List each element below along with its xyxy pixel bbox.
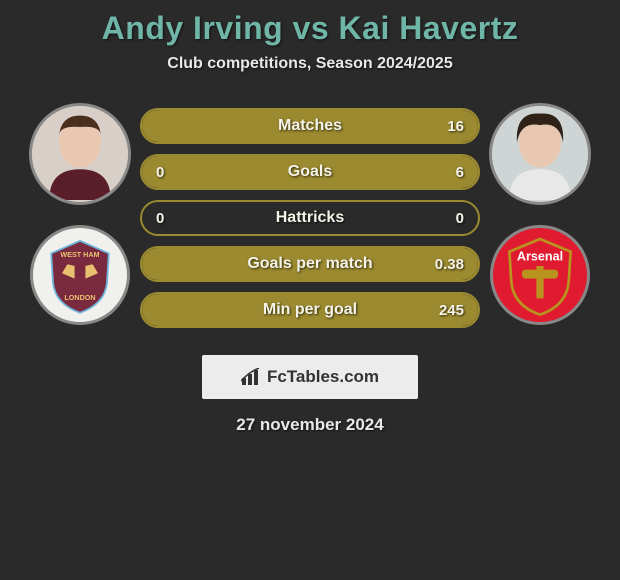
stat-right-value: 245 [439, 302, 464, 319]
page-title: Andy Irving vs Kai Havertz [102, 10, 519, 47]
player-left-avatar [29, 103, 131, 205]
arsenal-crest-icon: Arsenal [495, 230, 585, 320]
player-right-column: Arsenal [480, 103, 600, 325]
bar-chart-icon [241, 368, 263, 386]
stat-label: Hattricks [142, 209, 478, 227]
stat-right-value: 6 [456, 164, 464, 181]
brand-text: FcTables.com [267, 367, 379, 387]
stat-bar: Matches16 [140, 108, 480, 144]
comparison-card: Andy Irving vs Kai Havertz Club competit… [0, 0, 620, 435]
stat-label: Min per goal [142, 301, 478, 319]
player-right-avatar [489, 103, 591, 205]
stat-right-value: 0.38 [435, 256, 464, 273]
avatar-placeholder-icon [492, 103, 588, 202]
brand-badge[interactable]: FcTables.com [202, 355, 418, 399]
stats-column: Matches160Goals60Hattricks0Goals per mat… [140, 103, 480, 333]
west-ham-crest-icon: WEST HAM LONDON [35, 230, 125, 320]
date-text: 27 november 2024 [236, 415, 383, 435]
main-row: WEST HAM LONDON Matches160Goals60Hattric… [0, 103, 620, 333]
stat-bar: Goals per match0.38 [140, 246, 480, 282]
svg-text:LONDON: LONDON [64, 293, 95, 302]
stat-right-value: 16 [447, 118, 464, 135]
stat-bar: 0Goals6 [140, 154, 480, 190]
svg-text:WEST HAM: WEST HAM [60, 250, 99, 259]
stat-right-value: 0 [456, 210, 464, 227]
avatar-placeholder-icon [32, 103, 128, 202]
club-left-badge: WEST HAM LONDON [30, 225, 130, 325]
stat-bar: 0Hattricks0 [140, 200, 480, 236]
svg-text:Arsenal: Arsenal [517, 250, 563, 264]
stat-label: Matches [142, 117, 478, 135]
stat-label: Goals per match [142, 255, 478, 273]
player-left-column: WEST HAM LONDON [20, 103, 140, 325]
club-right-badge: Arsenal [490, 225, 590, 325]
stat-label: Goals [142, 163, 478, 181]
page-subtitle: Club competitions, Season 2024/2025 [167, 55, 452, 73]
stat-bar: Min per goal245 [140, 292, 480, 328]
